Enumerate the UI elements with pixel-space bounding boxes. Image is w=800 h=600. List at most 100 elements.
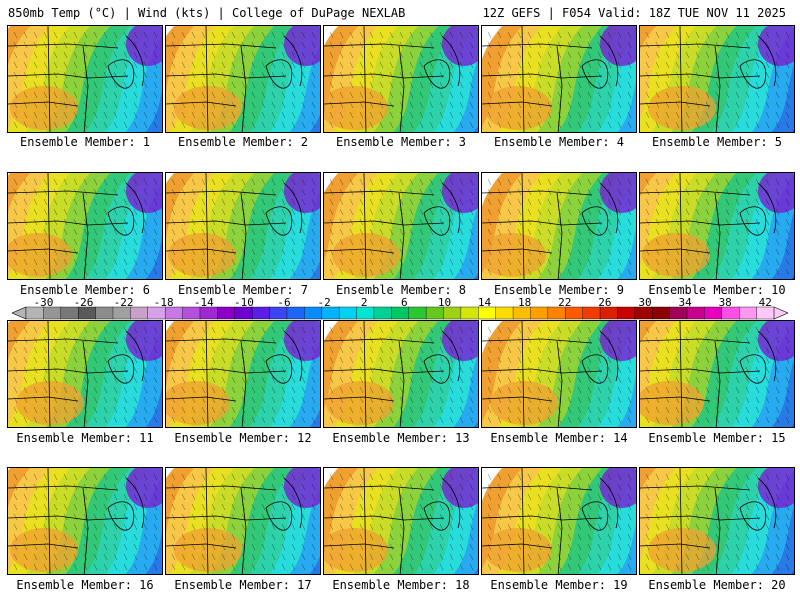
wind-barb xyxy=(497,41,502,49)
wind-barb xyxy=(379,198,384,206)
cold-core-shading xyxy=(126,468,162,508)
wind-barb xyxy=(133,376,138,384)
wind-barb xyxy=(93,543,98,551)
wind-barb xyxy=(587,326,592,334)
wind-barb xyxy=(153,473,158,481)
wind-barb xyxy=(617,208,622,216)
wind-barb xyxy=(527,523,532,531)
wind-barb xyxy=(211,238,216,246)
wind-barb xyxy=(379,41,384,49)
ensemble-member-label: Ensemble Member: 11 xyxy=(16,431,154,445)
wind-barb xyxy=(459,346,464,354)
wind-barb xyxy=(429,81,434,89)
wind-barb xyxy=(113,41,118,49)
wind-barb xyxy=(369,513,374,521)
wind-barb xyxy=(261,326,266,334)
wind-barb xyxy=(311,356,316,364)
map-boundary xyxy=(521,321,525,427)
wind-barb xyxy=(746,426,747,427)
wind-barb xyxy=(775,376,780,384)
wind-barb xyxy=(241,416,246,424)
wind-barb xyxy=(645,416,650,424)
wind-barb xyxy=(459,208,464,216)
wind-barb xyxy=(201,31,206,39)
wind-barb xyxy=(430,278,431,279)
wind-barb xyxy=(419,178,424,186)
wind-barb xyxy=(43,218,48,226)
wind-barb xyxy=(429,91,434,99)
wind-barb xyxy=(655,553,660,561)
ensemble-member-map xyxy=(481,320,637,428)
map-boundary xyxy=(8,396,79,402)
wind-barb xyxy=(24,573,25,574)
temperature-band xyxy=(8,26,37,91)
wind-barb xyxy=(568,573,569,574)
ensemble-member-map xyxy=(7,320,163,428)
wind-barb xyxy=(63,198,68,206)
wind-barb xyxy=(251,366,256,374)
wind-barb xyxy=(765,533,770,541)
wind-barb xyxy=(379,553,384,561)
wind-barb xyxy=(261,238,266,246)
wind-barb xyxy=(597,51,602,59)
wind-barb xyxy=(567,356,572,364)
wind-barb xyxy=(221,178,226,186)
wind-barb xyxy=(695,356,700,364)
wind-barb xyxy=(715,493,720,501)
wind-barb xyxy=(181,91,186,99)
wind-barb xyxy=(440,426,441,427)
wind-barb xyxy=(350,131,351,132)
wind-barb xyxy=(221,258,226,266)
wind-barb xyxy=(686,573,687,574)
wind-barb xyxy=(429,208,434,216)
wind-barb xyxy=(439,178,444,186)
wind-barb xyxy=(776,426,777,427)
wind-barb xyxy=(231,503,236,511)
wind-barb xyxy=(241,523,246,531)
wind-barb xyxy=(497,336,502,344)
wind-barb xyxy=(211,386,216,394)
wind-barb xyxy=(517,366,522,374)
wind-barb xyxy=(301,386,306,394)
wind-barb xyxy=(497,111,502,119)
wind-barb xyxy=(725,71,730,79)
wind-barb xyxy=(409,356,414,364)
wind-barb xyxy=(517,493,522,501)
colorbar-segment xyxy=(652,306,671,320)
wind-barb xyxy=(725,533,730,541)
wind-barb xyxy=(103,208,108,216)
wind-barb xyxy=(459,386,464,394)
wind-barb xyxy=(301,228,306,236)
wind-barb xyxy=(607,346,612,354)
wind-barb xyxy=(558,278,559,279)
wind-barb xyxy=(171,376,176,384)
wind-barb xyxy=(419,346,424,354)
wind-barb xyxy=(459,111,464,119)
wind-barb xyxy=(73,493,78,501)
wind-barb xyxy=(597,553,602,561)
wind-barb xyxy=(399,563,404,571)
wind-barb xyxy=(547,258,552,266)
wind-barb xyxy=(123,111,128,119)
wind-barb xyxy=(93,376,98,384)
wind-barb xyxy=(775,523,780,531)
wind-barb xyxy=(133,473,138,481)
wind-barb xyxy=(725,248,730,256)
wind-barb xyxy=(429,493,434,501)
wind-barb xyxy=(143,473,148,481)
wind-barb xyxy=(409,543,414,551)
wind-barb xyxy=(627,533,632,541)
wind-barb xyxy=(13,376,18,384)
wind-barb xyxy=(440,278,441,279)
map-boundary xyxy=(166,396,237,402)
ensemble-member-map xyxy=(165,320,321,428)
wind-barb xyxy=(389,356,394,364)
wind-barb xyxy=(410,131,411,132)
wind-barb xyxy=(211,503,216,511)
wind-barb xyxy=(261,178,266,186)
wind-barb xyxy=(389,513,394,521)
wind-barb xyxy=(201,386,206,394)
wind-barb xyxy=(211,356,216,364)
wind-barb xyxy=(291,493,296,501)
wind-barb xyxy=(74,278,75,279)
